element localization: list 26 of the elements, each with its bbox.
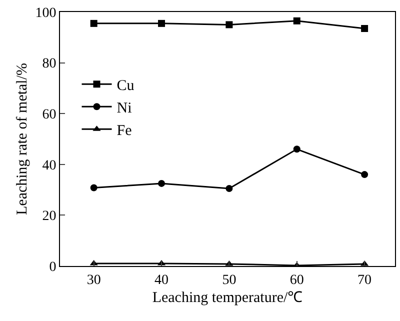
y-tick-label: 40: [42, 158, 56, 174]
point: [293, 146, 300, 153]
y-tick-label: 60: [42, 108, 56, 122]
legend-label: Ni: [116, 100, 132, 116]
y-axis-title: Leaching rate of metal/%: [14, 62, 30, 216]
point: [158, 180, 166, 187]
x-tick-label: 70: [358, 272, 372, 288]
x-axis-title: Leaching temperature/℃: [152, 290, 303, 306]
x-tick-label: 50: [222, 272, 236, 288]
point: [90, 20, 98, 27]
y-tick-label: 80: [42, 56, 56, 72]
point: [226, 21, 233, 28]
x-tick-label: 40: [154, 272, 169, 288]
y-tick-label: 100: [35, 6, 56, 21]
y-tick-label: 0: [49, 260, 56, 275]
legend-label: Cu: [116, 78, 135, 94]
point: [90, 184, 98, 192]
point: [158, 20, 166, 27]
y-tick-label: 20: [42, 209, 56, 224]
legend-label: Fe: [116, 122, 132, 139]
point: [361, 171, 368, 178]
point: [361, 25, 368, 32]
point: [226, 185, 233, 192]
point: [293, 17, 300, 24]
x-tick-label: 30: [86, 272, 101, 288]
x-tick-label: 60: [290, 272, 304, 288]
